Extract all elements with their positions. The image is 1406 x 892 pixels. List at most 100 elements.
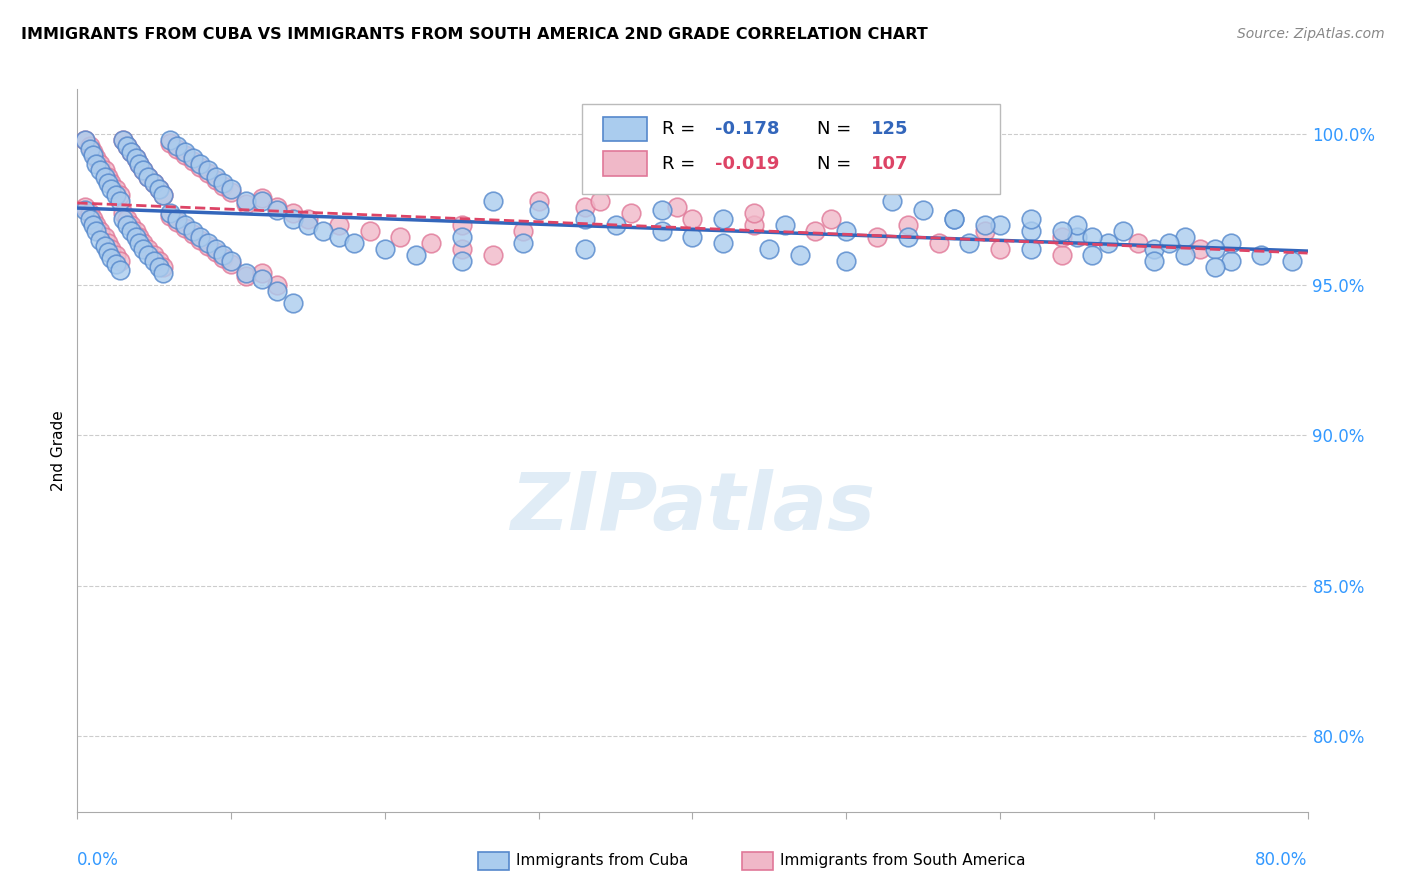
FancyBboxPatch shape bbox=[603, 117, 647, 141]
Point bbox=[235, 194, 257, 208]
Point bbox=[711, 235, 734, 250]
Point bbox=[789, 248, 811, 262]
Text: N =: N = bbox=[817, 120, 856, 138]
Point bbox=[132, 163, 155, 178]
Text: R =: R = bbox=[662, 154, 700, 173]
Point bbox=[94, 239, 117, 253]
Point bbox=[450, 242, 472, 256]
Point bbox=[1081, 229, 1104, 244]
Point bbox=[212, 178, 235, 193]
Point bbox=[389, 229, 412, 244]
Point bbox=[682, 211, 704, 226]
Point bbox=[148, 260, 170, 274]
Point bbox=[405, 248, 427, 262]
FancyBboxPatch shape bbox=[582, 103, 1000, 194]
Point bbox=[125, 229, 148, 244]
Point bbox=[174, 218, 197, 232]
Point bbox=[212, 248, 235, 262]
Point bbox=[128, 235, 150, 250]
Point bbox=[82, 145, 104, 160]
Point bbox=[312, 224, 335, 238]
Point bbox=[1050, 224, 1073, 238]
Point bbox=[84, 218, 107, 232]
Point bbox=[136, 169, 159, 184]
Point bbox=[82, 218, 104, 232]
Point bbox=[281, 211, 304, 226]
Point bbox=[219, 185, 242, 199]
Point bbox=[574, 200, 596, 214]
Point bbox=[100, 181, 122, 195]
Point bbox=[143, 253, 166, 268]
Point bbox=[100, 251, 122, 265]
Point bbox=[988, 242, 1011, 256]
Point bbox=[897, 218, 920, 232]
Text: IMMIGRANTS FROM CUBA VS IMMIGRANTS FROM SOUTH AMERICA 2ND GRADE CORRELATION CHAR: IMMIGRANTS FROM CUBA VS IMMIGRANTS FROM … bbox=[21, 27, 928, 42]
Point bbox=[281, 205, 304, 219]
Point bbox=[212, 176, 235, 190]
Point bbox=[1204, 260, 1226, 274]
Point bbox=[188, 157, 212, 171]
Text: Immigrants from South America: Immigrants from South America bbox=[780, 854, 1026, 868]
Point bbox=[120, 145, 142, 160]
Point bbox=[1188, 242, 1211, 256]
Point bbox=[1097, 235, 1119, 250]
Point bbox=[605, 218, 627, 232]
Point bbox=[481, 248, 503, 262]
Point bbox=[143, 176, 166, 190]
Point bbox=[835, 253, 858, 268]
Point bbox=[682, 229, 704, 244]
Point bbox=[128, 157, 150, 171]
Point bbox=[1204, 242, 1226, 256]
Point bbox=[115, 211, 138, 226]
Point bbox=[125, 152, 148, 166]
Point bbox=[1159, 235, 1181, 250]
Point bbox=[1050, 248, 1073, 262]
Point bbox=[94, 163, 117, 178]
Point bbox=[94, 169, 117, 184]
Point bbox=[104, 181, 127, 195]
Point bbox=[219, 257, 242, 271]
Point bbox=[79, 139, 101, 153]
Point bbox=[742, 205, 765, 219]
Point bbox=[204, 242, 226, 256]
FancyBboxPatch shape bbox=[603, 152, 647, 176]
Point bbox=[166, 215, 188, 229]
Point bbox=[132, 163, 155, 178]
Text: -0.019: -0.019 bbox=[714, 154, 779, 173]
Point bbox=[374, 242, 396, 256]
Point bbox=[1174, 229, 1197, 244]
Point bbox=[450, 229, 472, 244]
Point bbox=[148, 181, 170, 195]
Point bbox=[166, 143, 188, 157]
Point bbox=[866, 229, 889, 244]
Point bbox=[450, 218, 472, 232]
Point bbox=[1019, 242, 1042, 256]
Point bbox=[527, 202, 550, 217]
Point bbox=[1066, 218, 1088, 232]
Point bbox=[266, 277, 288, 292]
Point bbox=[574, 242, 596, 256]
Point bbox=[1066, 229, 1088, 244]
Point bbox=[512, 224, 534, 238]
Point bbox=[235, 268, 257, 283]
Point bbox=[266, 200, 288, 214]
Point bbox=[136, 169, 159, 184]
Point bbox=[711, 211, 734, 226]
Point bbox=[1019, 224, 1042, 238]
Text: Immigrants from Cuba: Immigrants from Cuba bbox=[516, 854, 689, 868]
Point bbox=[110, 253, 132, 268]
Point bbox=[773, 218, 796, 232]
Point bbox=[1081, 248, 1104, 262]
Point bbox=[110, 194, 132, 208]
Point bbox=[973, 224, 995, 238]
Point bbox=[197, 167, 219, 181]
Point bbox=[188, 233, 212, 247]
Point bbox=[79, 205, 101, 219]
Point bbox=[84, 152, 107, 166]
Point bbox=[181, 224, 204, 238]
Point bbox=[212, 251, 235, 265]
Point bbox=[159, 205, 181, 219]
Point bbox=[897, 229, 920, 244]
Point bbox=[1143, 242, 1166, 256]
Point bbox=[82, 211, 104, 226]
